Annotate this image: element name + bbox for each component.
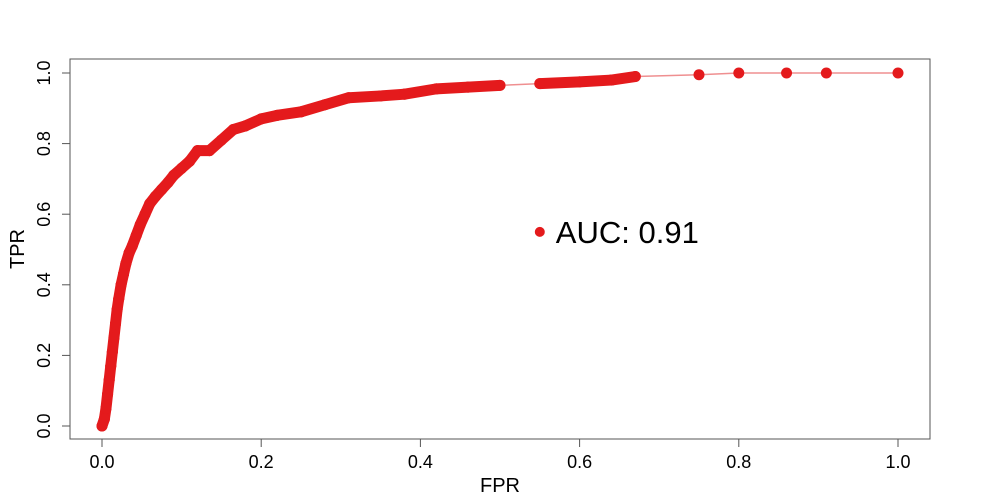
roc-point-0-17 [134,219,146,231]
roc-point-0-4 [103,374,115,386]
roc-point-0-20 [149,191,161,203]
roc-point-0-49 [892,67,904,79]
roc-point-0-21 [156,183,168,195]
roc-point-0-7 [108,332,120,344]
roc-point-0-47 [781,67,793,79]
axis-ticks: 0.0 0.2 0.4 0.6 0.8 1.0 0.0 0.2 0.4 0.6 0.8 1.0 [34,60,911,472]
roc-point-0-15 [126,240,138,252]
y-tick-label-5: 1.0 [34,60,54,85]
roc-point-0-45 [693,69,705,81]
roc-point-0-25 [184,155,196,167]
roc-segment-0-40 [499,82,541,87]
roc-point-0-5 [105,360,117,372]
x-axis-title: FPR [480,475,520,497]
roc-point-0-8 [110,318,122,330]
roc-point-0-48 [820,67,832,79]
auc-label: AUC: 0.91 [556,215,699,250]
roc-point-0-39 [462,81,474,93]
roc-point-0-11 [115,279,127,291]
y-tick-label-2: 0.4 [34,272,54,297]
auc-marker [534,226,545,237]
roc-point-0-44 [629,71,641,83]
y-tick-label-4: 0.8 [34,131,54,156]
roc-point-0-2 [100,402,112,414]
roc-point-0-23 [168,169,180,181]
roc-point-0-27 [203,145,215,157]
x-tick-label-5: 1.0 [885,452,910,472]
roc-point-0-34 [319,99,331,111]
roc-point-0-9 [111,304,123,316]
y-axis-title: TPR [7,229,29,269]
x-tick-label-2: 0.4 [408,452,433,472]
roc-point-0-30 [239,120,251,132]
roc-segment-0-44 [634,74,700,78]
x-tick-label-3: 0.6 [567,452,592,472]
roc-point-0-24 [176,162,188,174]
roc-point-0-16 [130,229,142,241]
y-tick-label-0: 0.0 [34,413,54,438]
x-tick-label-1: 0.2 [249,452,274,472]
roc-point-0-1 [98,413,110,425]
y-tick-label-3: 0.6 [34,202,54,227]
roc-point-0-32 [271,109,283,121]
roc-point-0-31 [255,113,267,125]
x-tick-label-0: 0.0 [89,452,114,472]
roc-point-0-12 [117,268,129,280]
roc-point-0-6 [106,346,118,358]
roc-point-0-3 [102,388,114,400]
roc-point-0-10 [113,293,125,305]
roc-point-0-37 [398,88,410,100]
roc-point-0-46 [733,67,745,79]
roc-curve [96,67,904,432]
roc-point-0-33 [295,106,307,118]
y-tick-label-1: 0.2 [34,343,54,368]
roc-point-0-40 [494,79,506,91]
roc-point-0-42 [574,76,586,88]
roc-point-0-18 [139,208,151,220]
roc-point-0-28 [215,134,227,146]
roc-segment-0-45 [698,72,740,76]
roc-point-0-36 [375,90,387,102]
roc-point-0-13 [120,258,132,270]
x-tick-label-4: 0.8 [726,452,751,472]
roc-point-0-43 [605,74,617,86]
plot-frame [69,58,931,440]
roc-point-0-38 [430,83,442,95]
roc-point-0-41 [534,78,546,90]
roc-point-0-26 [192,145,204,157]
roc-point-0-35 [343,92,355,104]
roc-point-0-29 [227,123,239,135]
roc-segment-0-41 [534,76,586,90]
